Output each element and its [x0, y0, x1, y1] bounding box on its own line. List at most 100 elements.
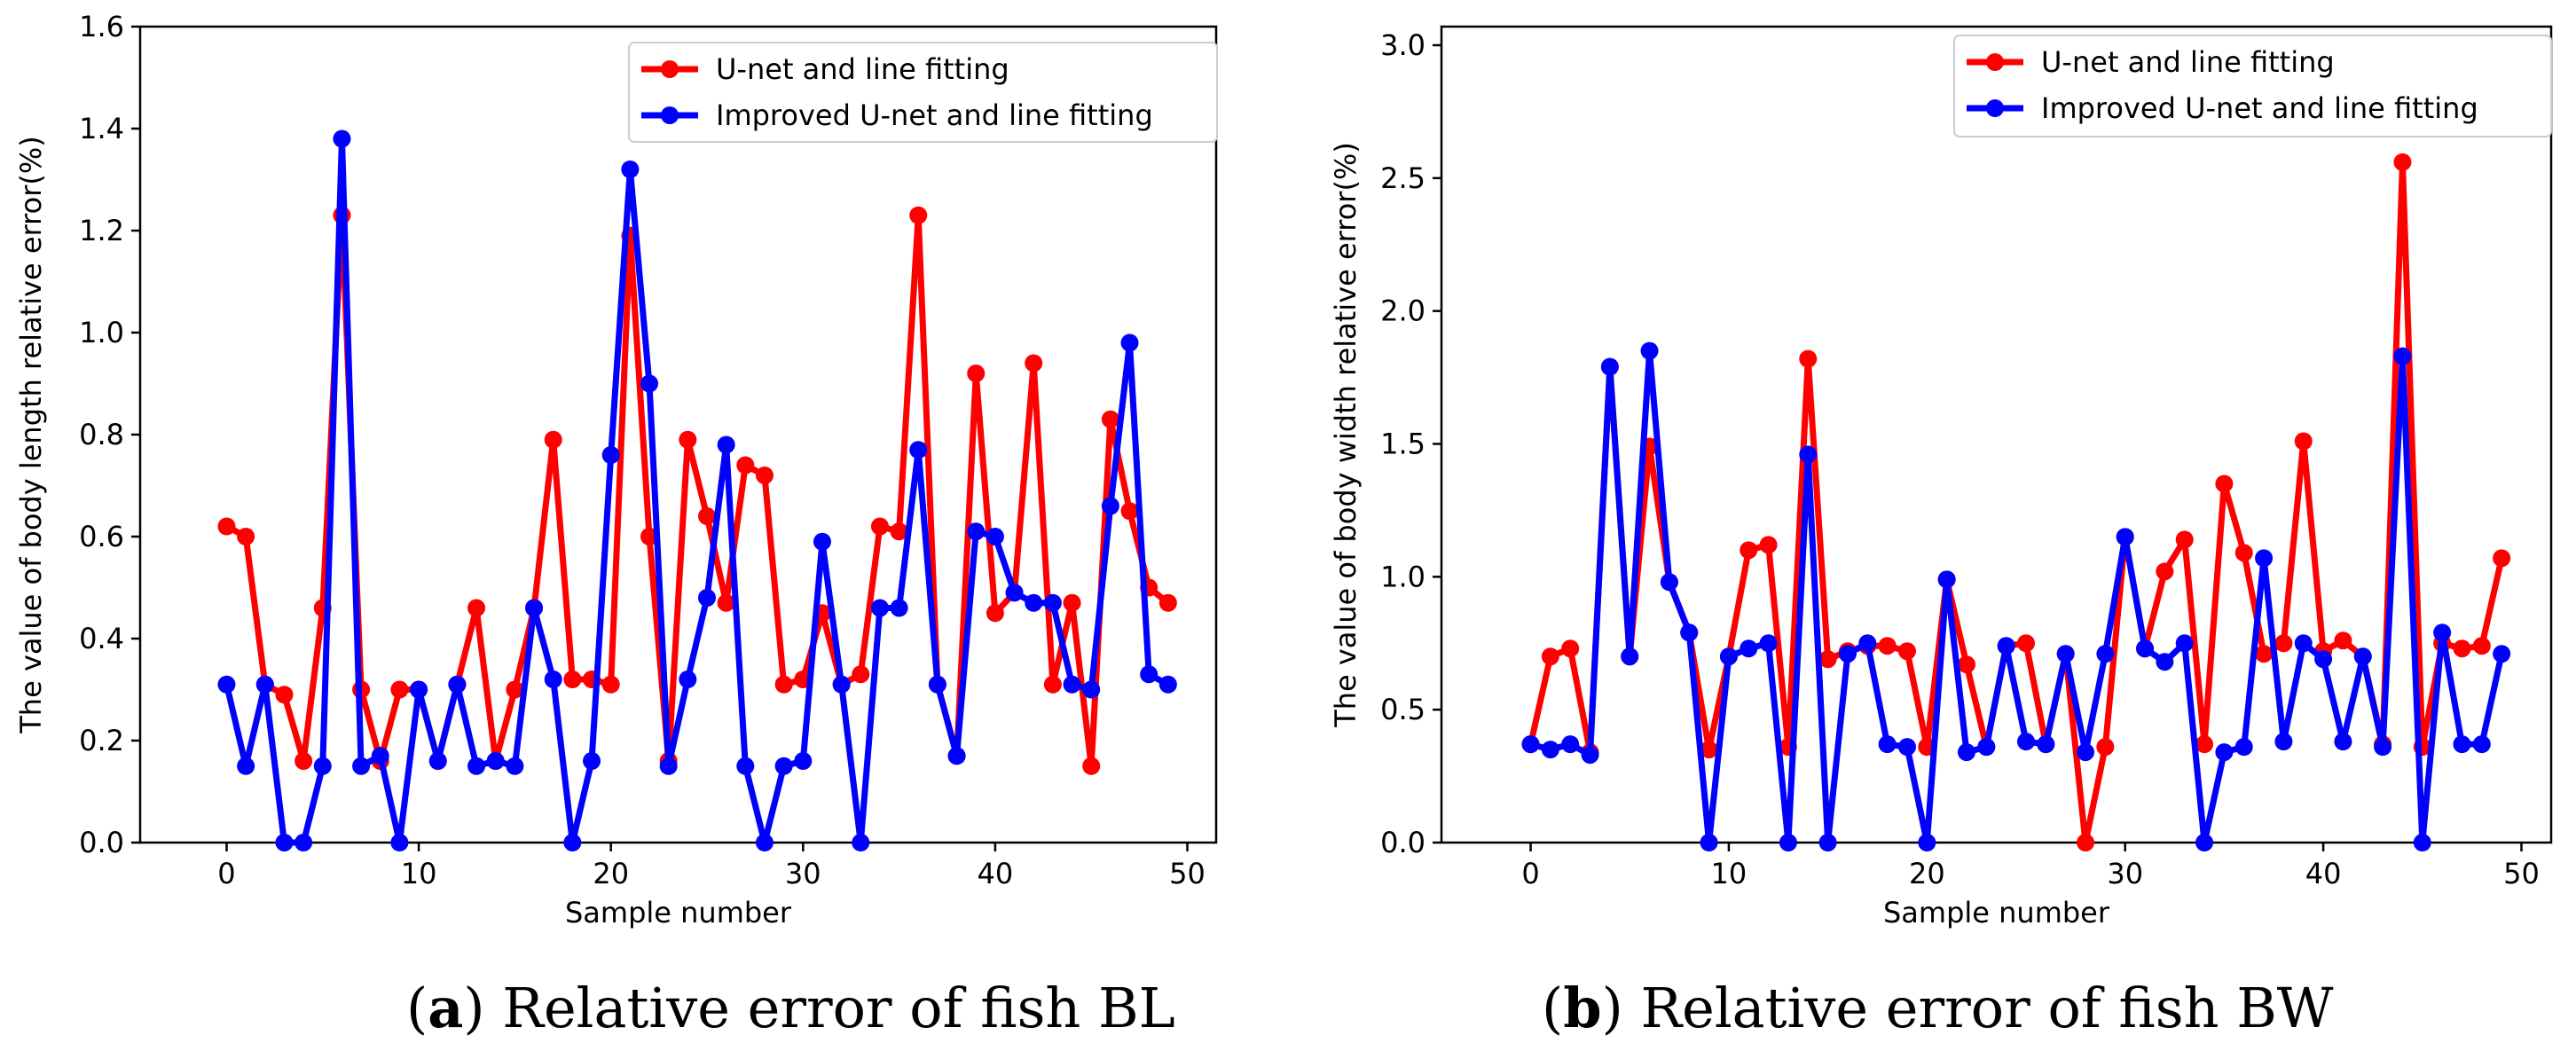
- data-point: [1700, 834, 1718, 851]
- data-point: [621, 161, 640, 178]
- data-point: [986, 528, 1004, 545]
- data-point: [909, 441, 928, 459]
- data-point: [467, 757, 486, 775]
- data-point: [2037, 735, 2055, 754]
- data-point: [1878, 637, 1897, 655]
- y-tick-label: 0.0: [1380, 826, 1425, 859]
- data-point: [448, 675, 467, 694]
- data-point: [2353, 647, 2372, 666]
- y-tick-label: 2.5: [1380, 161, 1425, 195]
- data-point: [1897, 738, 1916, 757]
- data-point: [1759, 634, 1778, 653]
- data-point: [928, 675, 946, 694]
- data-point: [1043, 675, 1062, 694]
- data-point: [679, 671, 697, 688]
- chart-panel-2: 0 10 20 30 40 50 0.0 0.5 1.0 1.5 2.0 2.5 3.0 Sample n…: [1329, 25, 2553, 1040]
- data-point: [1082, 680, 1101, 699]
- data-point: [2156, 653, 2174, 671]
- data-point: [1700, 741, 1718, 759]
- data-point: [506, 757, 524, 775]
- data-point: [1818, 834, 1837, 851]
- data-point: [870, 517, 889, 536]
- data-point: [1957, 743, 1975, 762]
- data-point: [909, 206, 928, 224]
- data-point: [832, 675, 851, 694]
- x-tick-label: 0: [1521, 857, 1539, 890]
- data-point: [736, 456, 755, 475]
- data-point: [352, 757, 371, 775]
- data-point: [1680, 624, 1699, 642]
- caption-letter: b: [1563, 976, 1601, 1040]
- x-tick-label: 0: [217, 857, 235, 890]
- legend-swatch-marker: [1986, 99, 2004, 117]
- data-point: [2255, 549, 2274, 568]
- data-point: [1561, 735, 1580, 754]
- y-tick-label: 0.4: [79, 622, 124, 655]
- data-point: [1799, 349, 1818, 368]
- data-point: [2136, 639, 2155, 658]
- y-axis-label: The value of body width relative error(%…: [1329, 142, 1363, 728]
- data-point: [1063, 593, 1081, 612]
- series-2: [1521, 341, 2511, 851]
- data-point: [1101, 497, 1119, 515]
- data-point: [986, 604, 1004, 623]
- data-point: [1120, 502, 1139, 521]
- data-point: [2077, 834, 2095, 851]
- data-point: [544, 671, 562, 688]
- data-point: [947, 747, 966, 765]
- data-point: [428, 752, 447, 770]
- data-point: [679, 430, 697, 449]
- data-point: [967, 522, 986, 541]
- legend-label: U-net and line fitting: [716, 52, 1009, 86]
- data-point: [237, 757, 255, 775]
- data-point: [601, 446, 620, 464]
- data-point: [2433, 624, 2452, 642]
- data-point: [2294, 432, 2313, 451]
- data-point: [2096, 738, 2115, 757]
- data-point: [2393, 347, 2412, 365]
- data-point: [217, 517, 236, 536]
- x-tick-label: 20: [1909, 857, 1945, 890]
- data-point: [717, 593, 735, 612]
- y-tick-label: 0.6: [79, 520, 124, 553]
- data-point: [390, 834, 409, 851]
- panel-caption: (a) Relative error of fish BL: [406, 976, 1175, 1040]
- data-point: [410, 680, 428, 699]
- data-point: [2215, 475, 2234, 493]
- series-line: [1529, 348, 2505, 846]
- data-point: [563, 671, 582, 688]
- legend-swatch-marker: [661, 60, 679, 78]
- legend-swatch-marker: [1986, 53, 2004, 71]
- data-point: [2294, 634, 2313, 653]
- data-point: [2195, 735, 2214, 754]
- data-point: [1541, 741, 1559, 759]
- data-point: [1025, 593, 1043, 612]
- series-2: [217, 129, 1177, 851]
- data-point: [2274, 733, 2293, 751]
- data-point: [2493, 645, 2511, 663]
- data-point: [1977, 738, 1996, 757]
- caption-text: Relative error of fish BW: [1623, 976, 2334, 1040]
- data-point: [697, 589, 716, 607]
- data-point: [659, 757, 678, 775]
- x-tick-label: 50: [2503, 857, 2540, 890]
- panel-caption: (b) Relative error of fish BW: [1542, 976, 2334, 1040]
- data-point: [2472, 735, 2491, 754]
- data-point: [2374, 738, 2392, 757]
- data-point: [1063, 675, 1081, 694]
- data-point: [2175, 530, 2194, 549]
- data-point: [2255, 645, 2274, 663]
- data-point: [1897, 642, 1916, 661]
- data-point: [255, 675, 274, 694]
- data-point: [2017, 733, 2036, 751]
- data-point: [1561, 639, 1580, 658]
- data-point: [583, 752, 601, 770]
- data-point: [736, 757, 755, 775]
- data-point: [217, 675, 236, 694]
- data-point: [2453, 735, 2471, 754]
- data-point: [295, 752, 313, 770]
- data-point: [601, 675, 620, 694]
- data-point: [1005, 584, 1024, 602]
- data-point: [1838, 645, 1857, 663]
